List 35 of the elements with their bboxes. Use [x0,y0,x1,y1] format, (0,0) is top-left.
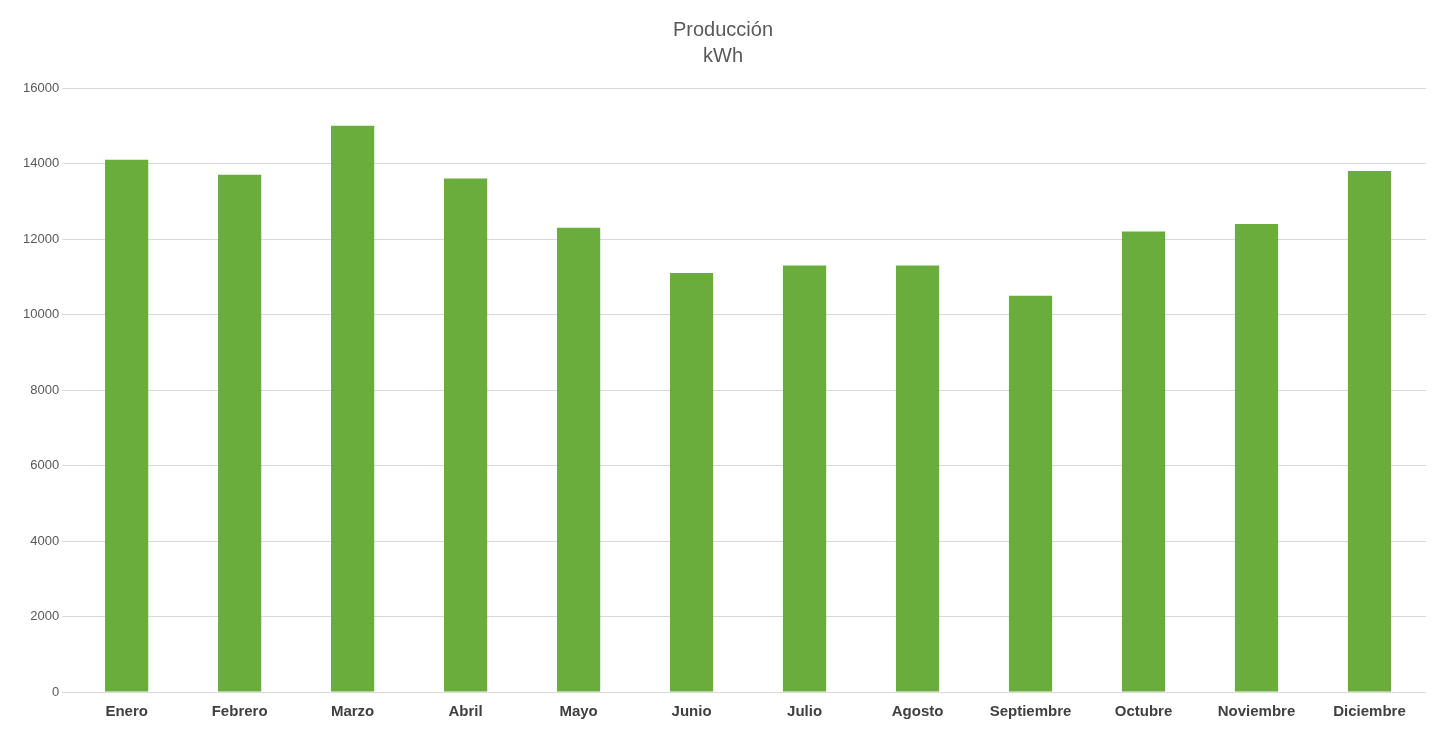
bar [895,265,940,692]
x-tick-label: Octubre [1114,702,1173,720]
x-tick-label: Abril [448,702,483,720]
bar [1008,295,1053,692]
x-tick-label: Septiembre [989,702,1072,720]
chart-subtitle: kWh [703,43,743,66]
x-tick-label: Enero [105,702,148,720]
x-tick-label: Noviembre [1217,702,1296,720]
bar [218,174,262,692]
x-tick-label: Julio [787,702,823,720]
bar [1347,171,1392,692]
bar [669,272,714,692]
x-tick-label: Junio [671,702,712,720]
bar [1121,231,1166,692]
bar [1234,223,1279,692]
x-tick-label: Agosto [891,702,944,720]
chart-title: Producción [672,17,774,40]
x-tick-label: Febrero [211,702,268,720]
y-tick-label: 12000 [22,230,60,246]
y-tick-label: 0 [51,683,60,699]
y-tick-label: 4000 [30,532,60,548]
bar [782,265,827,692]
y-tick-label: 2000 [30,608,60,624]
bar [105,159,149,692]
y-tick-label: 14000 [22,155,60,171]
bar [331,125,375,692]
y-tick-label: 10000 [22,306,60,322]
bar [556,227,601,692]
bar [444,178,488,692]
x-tick-label: Mayo [559,702,598,720]
x-tick-label: Diciembre [1333,702,1406,720]
y-tick-label: 6000 [30,457,60,473]
x-tick-label: Marzo [330,702,375,720]
y-tick-label: 8000 [30,381,60,397]
y-tick-label: 16000 [22,79,60,95]
